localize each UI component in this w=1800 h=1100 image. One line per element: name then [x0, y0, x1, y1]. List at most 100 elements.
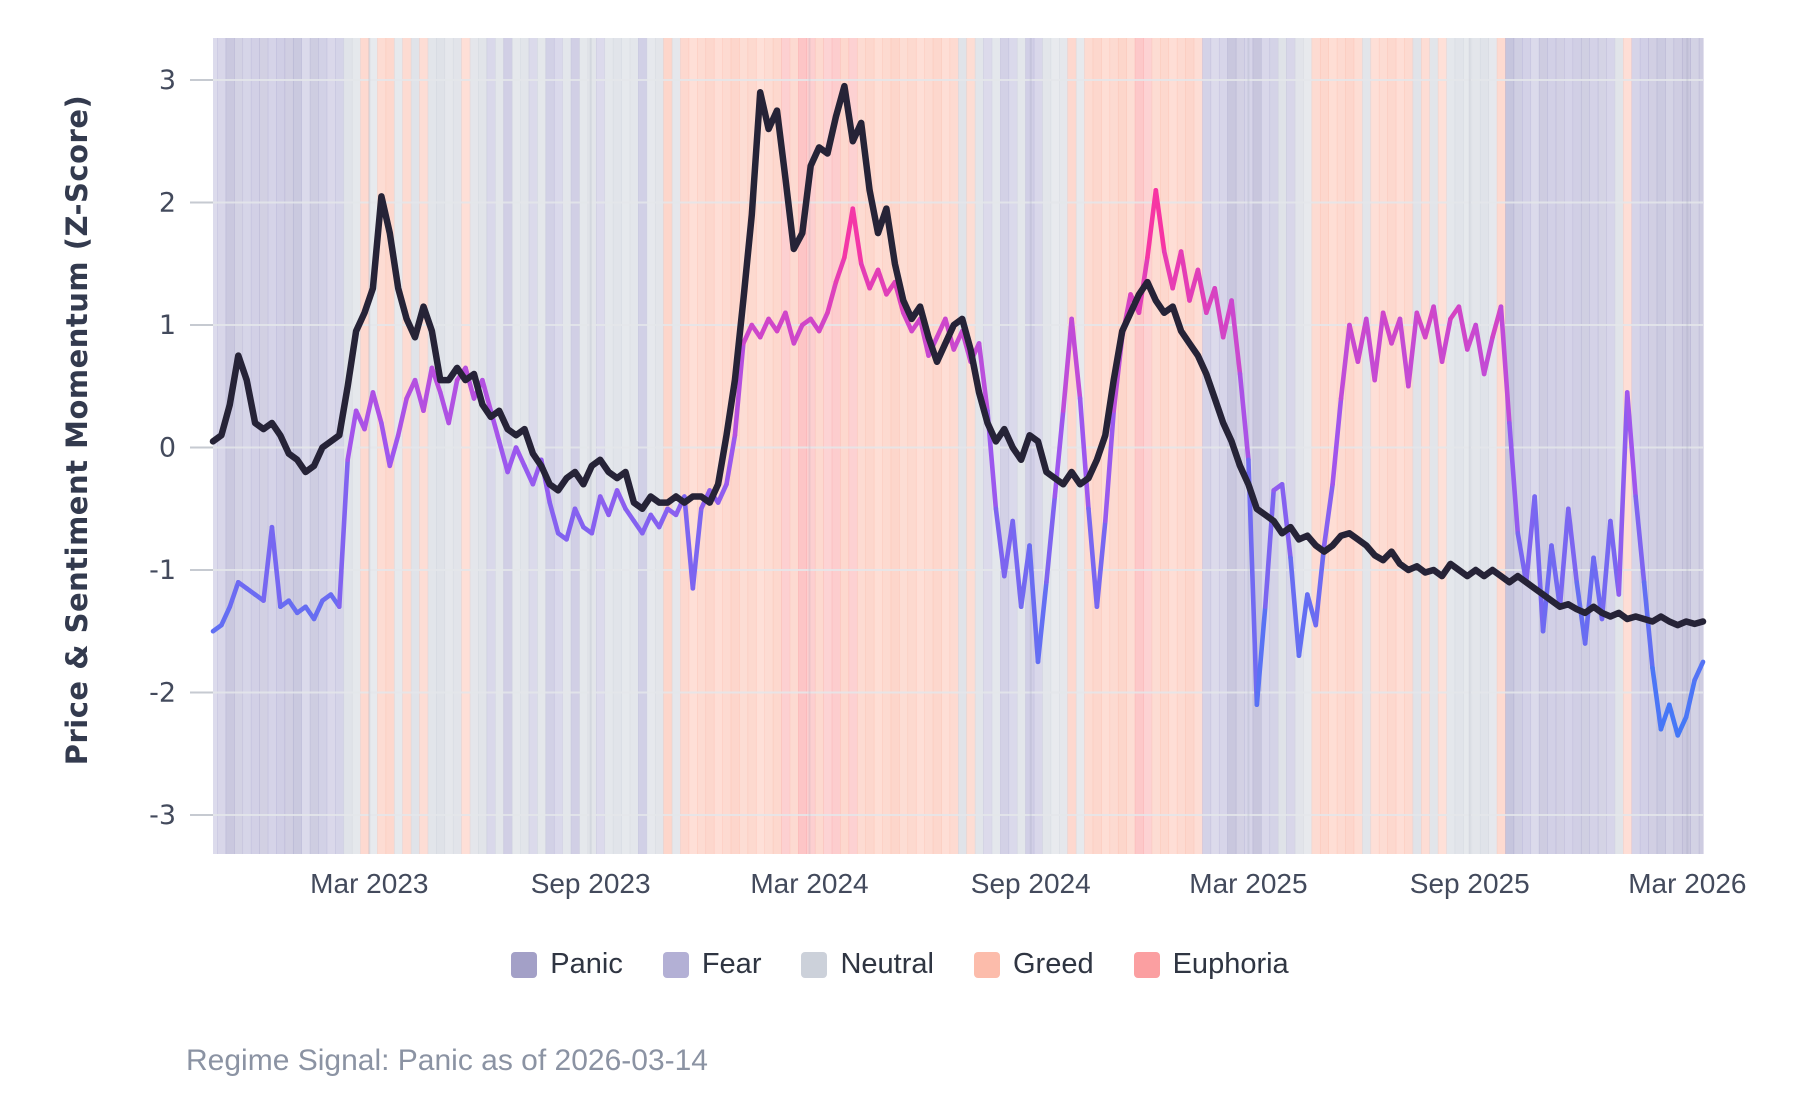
regime-band-neutral	[1479, 38, 1489, 854]
regime-band-greed	[890, 38, 900, 854]
x-tick-label: Sep 2024	[971, 868, 1091, 899]
regime-band-greed	[1378, 38, 1388, 854]
legend-label: Panic	[550, 948, 623, 980]
regime-band-fear	[213, 38, 218, 854]
regime-band-euphoria	[823, 38, 833, 854]
regime-band-panic	[1656, 38, 1666, 854]
regime-band-fear	[1589, 38, 1599, 854]
regime-band-neutral	[1059, 38, 1069, 854]
regime-band-euphoria	[1143, 38, 1153, 854]
regime-band-fear	[638, 38, 648, 854]
regime-band-greed	[680, 38, 690, 854]
legend-item-neutral[interactable]: Neutral	[801, 948, 934, 981]
regime-band-fear	[503, 38, 513, 854]
regime-band-fear	[1547, 38, 1557, 854]
regime-band-greed	[789, 38, 799, 854]
regime-band-greed	[1370, 38, 1380, 854]
regime-band-greed	[663, 38, 673, 854]
regime-band-greed	[419, 38, 429, 854]
regime-band-greed	[764, 38, 774, 854]
regime-band-neutral	[1294, 38, 1304, 854]
regime-band-fear	[1210, 38, 1220, 854]
regime-band-greed	[1092, 38, 1102, 854]
regime-band-greed	[1084, 38, 1094, 854]
regime-band-greed	[1067, 38, 1077, 854]
y-tick-label: 0	[159, 433, 176, 464]
legend-swatch-fear	[662, 951, 689, 978]
regime-band-neutral	[1454, 38, 1464, 854]
regime-band-fear	[1000, 38, 1010, 854]
regime-band-neutral	[393, 38, 404, 854]
regime-band-panic	[1580, 38, 1590, 854]
regime-band-neutral	[368, 38, 378, 854]
regime-band-neutral	[1277, 38, 1287, 854]
regime-band-fear	[301, 38, 311, 854]
legend-swatch-euphoria	[1133, 951, 1160, 978]
regime-band-fear	[1218, 38, 1228, 854]
regime-band-greed	[1151, 38, 1161, 854]
regime-band-euphoria	[781, 38, 791, 854]
regime-band-fear	[217, 38, 227, 854]
regime-band-fear	[276, 38, 286, 854]
regime-band-neutral	[629, 38, 639, 854]
regime-band-greed	[1126, 38, 1136, 854]
regime-band-greed	[907, 38, 917, 854]
legend-label: Neutral	[840, 948, 934, 980]
regime-band-greed	[461, 38, 471, 854]
regime-band-fear	[335, 38, 345, 854]
regime-band-fear	[596, 38, 606, 854]
regime-band-greed	[688, 38, 698, 854]
regime-band-greed	[1193, 38, 1203, 854]
regime-band-fear	[242, 38, 252, 854]
legend-item-panic[interactable]: Panic	[511, 948, 623, 981]
regime-band-greed	[377, 38, 387, 854]
regime-band-neutral	[351, 38, 361, 854]
regime-band-fear	[1606, 38, 1616, 854]
regime-band-greed	[899, 38, 909, 854]
regime-band-panic	[1538, 38, 1548, 854]
regime-band-greed	[1311, 38, 1321, 854]
regime-band-greed	[1395, 38, 1405, 854]
legend-label: Greed	[1012, 948, 1094, 980]
regime-band-greed	[856, 38, 867, 854]
regime-band-neutral	[671, 38, 681, 854]
regime-band-panic	[1235, 38, 1245, 854]
legend-item-greed[interactable]: Greed	[973, 948, 1094, 981]
regime-band-fear	[326, 38, 336, 854]
regime-band-panic	[1673, 38, 1683, 854]
regime-band-neutral	[452, 38, 462, 854]
regime-band-panic	[1690, 38, 1700, 854]
regime-bands	[213, 38, 1704, 854]
regime-band-greed	[1176, 38, 1186, 854]
regime-band-greed	[713, 38, 723, 854]
legend-item-euphoria[interactable]: Euphoria	[1133, 948, 1289, 981]
regime-band-greed	[1336, 38, 1346, 854]
regime-band-neutral	[646, 38, 656, 854]
legend-label: Euphoria	[1172, 948, 1289, 980]
regime-band-panic	[1698, 38, 1704, 854]
regime-band-greed	[1353, 38, 1363, 854]
regime-band-greed	[1387, 38, 1397, 854]
regime-band-greed	[1420, 38, 1431, 854]
regime-band-fear	[1530, 38, 1540, 854]
regime-band-greed	[941, 38, 951, 854]
legend-item-fear[interactable]: Fear	[662, 948, 761, 981]
regime-band-greed	[1185, 38, 1195, 854]
regime-band-neutral	[537, 38, 547, 854]
regime-band-greed	[385, 38, 395, 854]
regime-band-panic	[284, 38, 294, 854]
legend: Panic Fear Neutral Greed Euphoria	[0, 948, 1800, 981]
regime-band-neutral	[621, 38, 631, 854]
regime-band-neutral	[1075, 38, 1085, 854]
legend-swatch-neutral	[801, 951, 828, 978]
regime-band-neutral	[1412, 38, 1422, 854]
regime-band-neutral	[1303, 38, 1313, 854]
regime-band-neutral	[654, 38, 664, 854]
regime-band-panic	[1648, 38, 1658, 854]
regime-band-fear	[267, 38, 277, 854]
regime-band-fear	[545, 38, 555, 854]
legend-swatch-greed	[973, 951, 1000, 978]
y-axis-title: Price & Sentiment Momentum (Z-Score)	[60, 94, 94, 766]
regime-band-neutral	[1050, 38, 1060, 854]
regime-band-greed	[949, 38, 959, 854]
